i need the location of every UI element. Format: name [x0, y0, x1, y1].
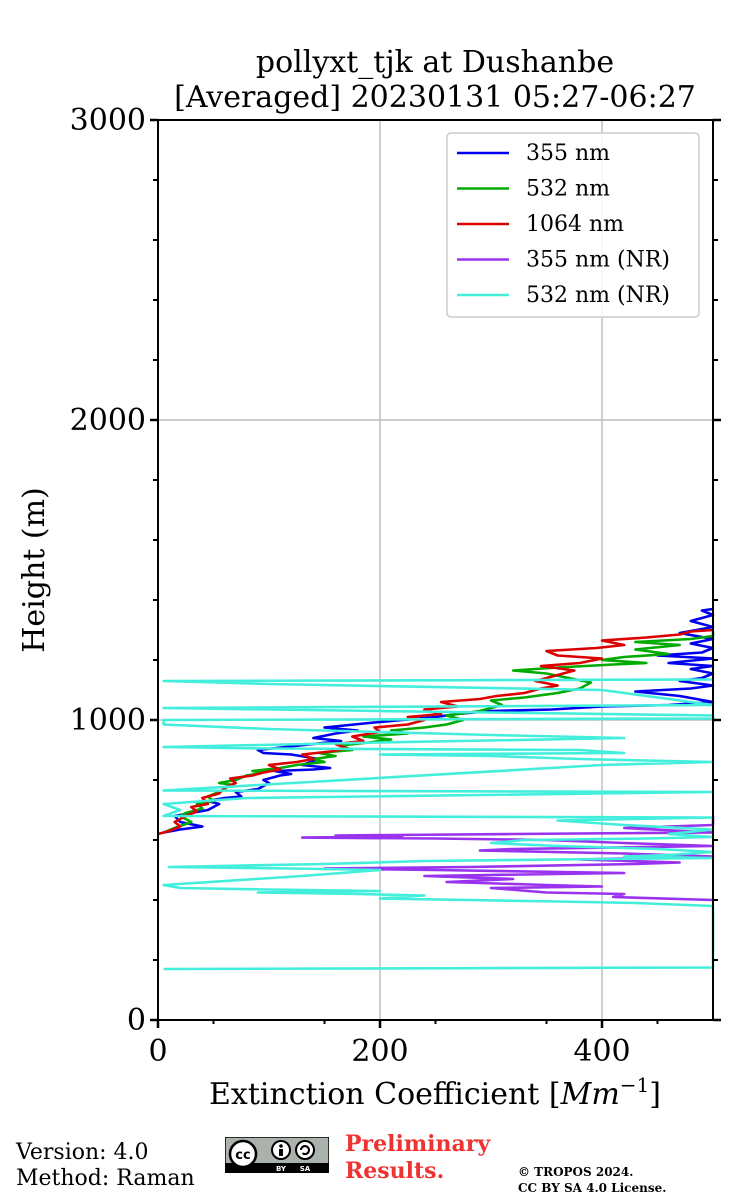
cc-icon [228, 1139, 258, 1169]
series-line-1 [163, 631, 715, 834]
y-tick-label-0: 0 [127, 1003, 146, 1038]
by-icon-body [279, 1149, 283, 1156]
x-axis-label-exponent: −1 [620, 1073, 649, 1097]
y-axis-label: Height (m) [17, 487, 52, 652]
by-icon-head [279, 1144, 283, 1148]
x-axis-label-close: ] [649, 1077, 661, 1112]
copyright-line1: © TROPOS 2024. [518, 1165, 634, 1179]
x-axis-label-unit: Mm [560, 1077, 620, 1112]
copyright-note: © TROPOS 2024. CC BY SA 4.0 License. [518, 1164, 666, 1196]
cc-license-badge: cc BY SA [225, 1137, 329, 1173]
sa-icon-arrow [300, 1145, 310, 1156]
legend-label-1: 532 nm [526, 177, 610, 202]
legend-label-2: 1064 nm [526, 212, 624, 237]
legend: 355 nm 532 nm 1064 nm 355 nm (NR) 532 nm (NR… [446, 132, 700, 318]
cc-icon-text: cc [235, 1148, 250, 1163]
chart-title-line1: pollyxt_tjk at Dushanbe [256, 45, 614, 80]
series-line-2 [157, 628, 714, 836]
legend-label-3: 355 nm (NR) [526, 248, 670, 273]
version-text: Version: 4.0 [16, 1140, 149, 1165]
y-tick-label-1000: 1000 [70, 703, 146, 738]
method-text: Method: Raman [16, 1166, 195, 1191]
legend-label-4: 532 nm (NR) [526, 283, 670, 308]
cc-sa-text: SA [300, 1165, 311, 1173]
y-tick-label-2000: 2000 [70, 403, 146, 438]
cc-by-text: BY [276, 1165, 287, 1173]
preliminary-results-note: Preliminary Results. [345, 1131, 490, 1185]
x-axis-label: Extinction Coefficient [Mm−1] [209, 1073, 661, 1112]
series-line-4 [162, 678, 715, 971]
cc-badge-bottom-bar [225, 1163, 329, 1173]
legend-label-0: 355 nm [526, 141, 610, 166]
axis-ticks: 0 200 400 0 1000 2000 3000 [70, 103, 721, 1069]
chart-title-line2: [Averaged] 20230131 05:27-06:27 [174, 80, 696, 115]
series-line-0 [163, 607, 715, 834]
sa-icon [295, 1140, 315, 1160]
preliminary-line1: Preliminary [345, 1131, 491, 1157]
x-tick-label-200: 200 [351, 1034, 408, 1069]
x-tick-label-0: 0 [148, 1034, 167, 1069]
preliminary-line2: Results. [345, 1158, 445, 1184]
y-tick-label-3000: 3000 [70, 103, 146, 138]
copyright-line2: CC BY SA 4.0 License. [518, 1181, 667, 1195]
x-tick-label-400: 400 [573, 1034, 630, 1069]
data-lines [157, 607, 715, 971]
x-axis-label-text: Extinction Coefficient [ [209, 1077, 561, 1112]
legend-box [446, 132, 700, 318]
